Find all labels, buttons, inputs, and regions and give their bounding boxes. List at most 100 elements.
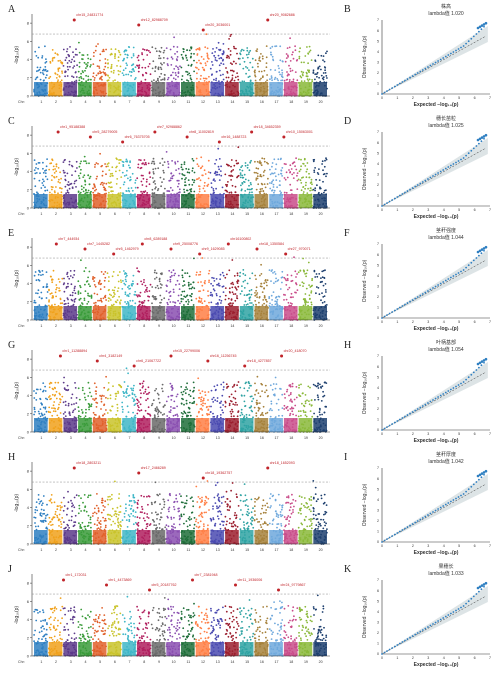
snp-point xyxy=(122,59,124,62)
snp-point xyxy=(303,61,305,64)
snp-point xyxy=(322,59,324,61)
snp-density xyxy=(313,194,327,208)
qq-point xyxy=(470,261,473,264)
snp-point xyxy=(46,178,49,181)
snp-point xyxy=(244,279,247,282)
snp-point xyxy=(213,172,216,175)
qq-y-tick: 1 xyxy=(377,194,379,198)
snp-point xyxy=(129,287,132,290)
chromosome-label: 3 xyxy=(70,324,72,328)
snp-point xyxy=(71,174,73,176)
panel-row: E F -log₁₀(p) 0 2 4 6 8 1 2 3 4 5 6 7 8 9 10 11 12 13 14 15 16 1… xyxy=(0,224,504,334)
snp-point xyxy=(228,291,231,293)
snp-point xyxy=(143,281,145,284)
snp-point xyxy=(300,158,302,161)
snp-point xyxy=(229,35,232,37)
snp-point xyxy=(246,164,249,166)
snp-point xyxy=(222,63,225,65)
snp-point xyxy=(302,257,304,260)
snp-point xyxy=(298,50,301,53)
snp-point xyxy=(136,267,138,270)
snp-point xyxy=(127,164,130,167)
snp-point xyxy=(84,415,87,418)
snp-point xyxy=(215,70,218,73)
qq-point xyxy=(434,285,437,288)
snp-point xyxy=(254,59,257,62)
snp-point xyxy=(296,188,299,190)
qq-point xyxy=(398,194,401,197)
qq-point xyxy=(414,73,417,76)
chromosome-label: 1 xyxy=(40,436,42,440)
snp-point xyxy=(281,281,283,284)
snp-point xyxy=(292,80,295,83)
snp-point xyxy=(305,176,308,179)
snp-point xyxy=(254,274,257,277)
snp-point xyxy=(155,80,158,83)
snp-point xyxy=(251,272,254,275)
snp-point xyxy=(44,172,47,174)
qq-point xyxy=(472,259,475,262)
snp-point xyxy=(255,167,258,170)
snp-point xyxy=(87,61,89,64)
snp-point xyxy=(72,76,75,79)
qq-y-tick: 2 xyxy=(377,71,379,75)
snp-point xyxy=(132,53,135,55)
snp-point xyxy=(107,66,109,69)
snp-density xyxy=(107,194,122,208)
snp-point xyxy=(254,294,257,297)
snp-point xyxy=(102,71,105,74)
snp-point xyxy=(149,51,152,54)
snp-point xyxy=(73,269,76,272)
snp-point xyxy=(99,283,102,286)
snp-point xyxy=(188,183,191,186)
snp-point xyxy=(118,169,121,172)
snp-point xyxy=(310,303,313,306)
snp-point xyxy=(280,276,283,279)
snp-point xyxy=(200,281,202,283)
snp-point xyxy=(258,296,261,298)
y-tick-label: 2 xyxy=(27,75,30,80)
snp-point xyxy=(303,270,305,273)
snp-point xyxy=(297,178,300,181)
snp-point xyxy=(302,163,305,165)
snp-point xyxy=(125,49,128,52)
snp-point xyxy=(326,50,328,53)
snp-point xyxy=(66,183,69,186)
snp-point xyxy=(80,77,83,80)
snp-point xyxy=(312,160,315,163)
snp-point xyxy=(69,414,71,416)
snp-point xyxy=(207,171,210,173)
snp-point xyxy=(111,166,114,169)
snp-point xyxy=(311,80,314,83)
snp-point xyxy=(322,269,325,272)
snp-point xyxy=(152,60,155,63)
snp-point xyxy=(230,282,233,285)
snp-point xyxy=(55,397,58,400)
qq-point xyxy=(437,284,439,286)
snp-point xyxy=(44,390,47,392)
qq-point xyxy=(434,61,437,64)
snp-point xyxy=(109,186,112,189)
snp-point xyxy=(58,178,60,181)
snp-point xyxy=(192,281,195,284)
qq-outlier-point xyxy=(480,24,484,27)
snp-point xyxy=(106,59,109,61)
snp-point xyxy=(136,56,139,59)
snp-point xyxy=(213,280,216,282)
snp-point xyxy=(286,279,289,282)
snp-point xyxy=(256,296,258,299)
snp-point xyxy=(318,168,320,170)
snp-point xyxy=(241,285,243,287)
snp-point xyxy=(293,172,295,174)
snp-annotation: chr7_1445282 xyxy=(87,242,110,246)
snp-point xyxy=(78,79,81,82)
snp-point xyxy=(169,278,172,281)
snp-point xyxy=(225,183,227,186)
snp-point xyxy=(70,283,73,286)
snp-point xyxy=(62,413,65,415)
snp-point xyxy=(116,299,119,301)
snp-point xyxy=(181,177,183,180)
snp-point xyxy=(132,67,134,70)
snp-point xyxy=(304,299,307,301)
snp-point xyxy=(112,303,115,306)
